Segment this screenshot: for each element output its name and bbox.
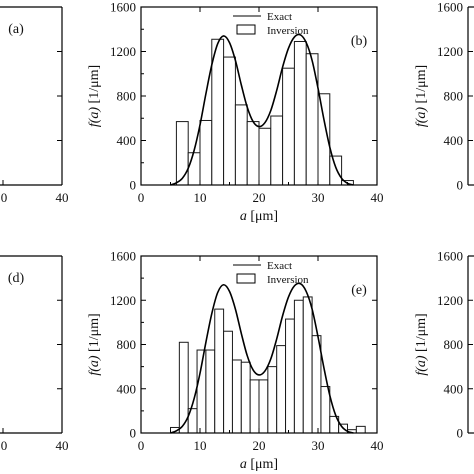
- histogram-bar: [302, 296, 313, 434]
- panel-letter: (b): [351, 34, 368, 49]
- histogram-bar: [276, 345, 287, 434]
- y-axis-func: f(a): [87, 355, 102, 376]
- histogram-bar: [305, 53, 319, 186]
- histogram-bar: [258, 127, 272, 186]
- histogram-bar: [231, 359, 242, 434]
- y-tick-label: 400: [444, 381, 464, 396]
- histogram-bar: [223, 56, 236, 186]
- histogram-bar: [211, 38, 225, 186]
- x-axis-label: a [μm]: [240, 209, 278, 224]
- legend-bar-swatch: [236, 273, 256, 284]
- histogram-bar: [293, 40, 307, 186]
- y-tick-label: 800: [117, 89, 137, 104]
- y-axis-label: f(a) [1/μm]: [87, 313, 102, 375]
- panel-letter: (d): [8, 271, 25, 286]
- panel-letter: (e): [351, 283, 367, 298]
- y-axis-label: f(a) [1/μm]: [414, 65, 429, 127]
- panel-e: 0 10 20 30 40040080012001600ExactInversion(e…: [87, 249, 384, 473]
- histogram-bar: [270, 115, 284, 186]
- panel-c: 0 400 800 1200 1600 f(a) [1/μm]: [414, 0, 474, 193]
- y-tick-label: 1200: [110, 44, 136, 59]
- x-tick-label-partial: 0: [1, 190, 8, 205]
- x-axis-var: a: [240, 457, 247, 472]
- y-tick-label: 1600: [437, 249, 463, 264]
- x-tick-label: 40: [371, 438, 384, 453]
- panel-f: 0 400 800 1200 1600 f(a) [1/μm]: [414, 249, 474, 441]
- y-tick-label: 800: [444, 89, 464, 104]
- y-axis-unit: [1/μm]: [414, 313, 429, 355]
- y-tick-label: 0: [130, 178, 137, 193]
- y-tick-label: 1600: [110, 249, 136, 264]
- y-tick-label: 400: [117, 381, 137, 396]
- histogram-bar: [311, 335, 322, 434]
- y-tick-label: 1200: [110, 293, 136, 308]
- x-tick-label-partial: 0: [1, 438, 8, 453]
- histogram-bar: [246, 121, 260, 186]
- legend-label-inversion: Inversion: [267, 25, 309, 37]
- y-tick-label: 1600: [437, 0, 463, 15]
- exact-curve: [170, 282, 354, 434]
- y-tick-label: 1600: [110, 0, 136, 15]
- histogram-bar: [320, 386, 331, 434]
- y-tick-label: 400: [444, 133, 464, 148]
- histogram-bar: [285, 318, 295, 434]
- legend-label-inversion: Inversion: [267, 274, 309, 286]
- y-tick-label: 800: [117, 337, 137, 352]
- histogram-bar: [329, 155, 343, 186]
- legend-label-exact: Exact: [267, 260, 292, 272]
- y-axis-func: f(a): [87, 107, 102, 128]
- x-tick-label: 0: [138, 190, 145, 205]
- x-axis-label: a [μm]: [240, 457, 278, 472]
- histogram-bar: [187, 152, 201, 186]
- histogram-bar: [355, 425, 366, 434]
- histogram-bar: [223, 330, 233, 434]
- panel-letter: (a): [8, 22, 24, 37]
- histogram-bar: [240, 361, 251, 434]
- histogram-bar: [214, 308, 225, 434]
- y-axis-unit: [1/μm]: [414, 65, 429, 107]
- y-axis-label: f(a) [1/μm]: [414, 313, 429, 375]
- x-tick-label: 30: [312, 190, 325, 205]
- histogram-bar: [205, 349, 216, 434]
- y-axis-label: f(a) [1/μm]: [87, 65, 102, 127]
- histogram-bar: [234, 104, 248, 186]
- y-tick-label: 1200: [437, 44, 463, 59]
- panel-b: 0 10 20 30 40040080012001600ExactInversion(b…: [87, 0, 384, 224]
- x-axis-var: a: [240, 209, 247, 224]
- histogram-bar: [249, 379, 260, 434]
- y-tick-label: 400: [117, 133, 137, 148]
- x-tick-label: 40: [56, 438, 69, 453]
- legend-bar-swatch: [236, 24, 256, 35]
- x-tick-label: 40: [371, 190, 384, 205]
- histogram-bar: [258, 379, 269, 434]
- x-tick-label: 10: [194, 438, 207, 453]
- y-axis-func: f(a): [414, 107, 429, 128]
- y-axis-func: f(a): [414, 355, 429, 376]
- x-axis-unit: [μm]: [247, 457, 278, 472]
- y-axis-unit: [1/μm]: [87, 313, 102, 355]
- x-axis-unit: [μm]: [247, 209, 278, 224]
- x-tick-label: 0: [138, 438, 145, 453]
- x-tick-label: 30: [312, 438, 325, 453]
- y-tick-label: 0: [457, 426, 464, 441]
- panel-d: 40 0 (d): [0, 255, 69, 453]
- histogram-bar: [282, 67, 295, 186]
- y-axis-unit: [1/μm]: [87, 65, 102, 107]
- panel-a: 40 0 (a): [0, 6, 69, 205]
- histogram-bar: [293, 299, 304, 434]
- y-tick-label: 0: [457, 178, 464, 193]
- y-tick-label: 1200: [437, 293, 463, 308]
- histogram-bar: [199, 119, 213, 186]
- histogram-bar: [267, 366, 278, 434]
- y-tick-label: 800: [444, 337, 464, 352]
- x-tick-label: 20: [253, 438, 266, 453]
- x-tick-label: 40: [56, 190, 69, 205]
- legend-label-exact: Exact: [267, 11, 292, 23]
- x-tick-label: 10: [194, 190, 207, 205]
- histogram-bar: [175, 121, 189, 186]
- exact-curve: [170, 33, 354, 186]
- y-tick-label: 0: [130, 426, 137, 441]
- x-tick-label: 20: [253, 190, 266, 205]
